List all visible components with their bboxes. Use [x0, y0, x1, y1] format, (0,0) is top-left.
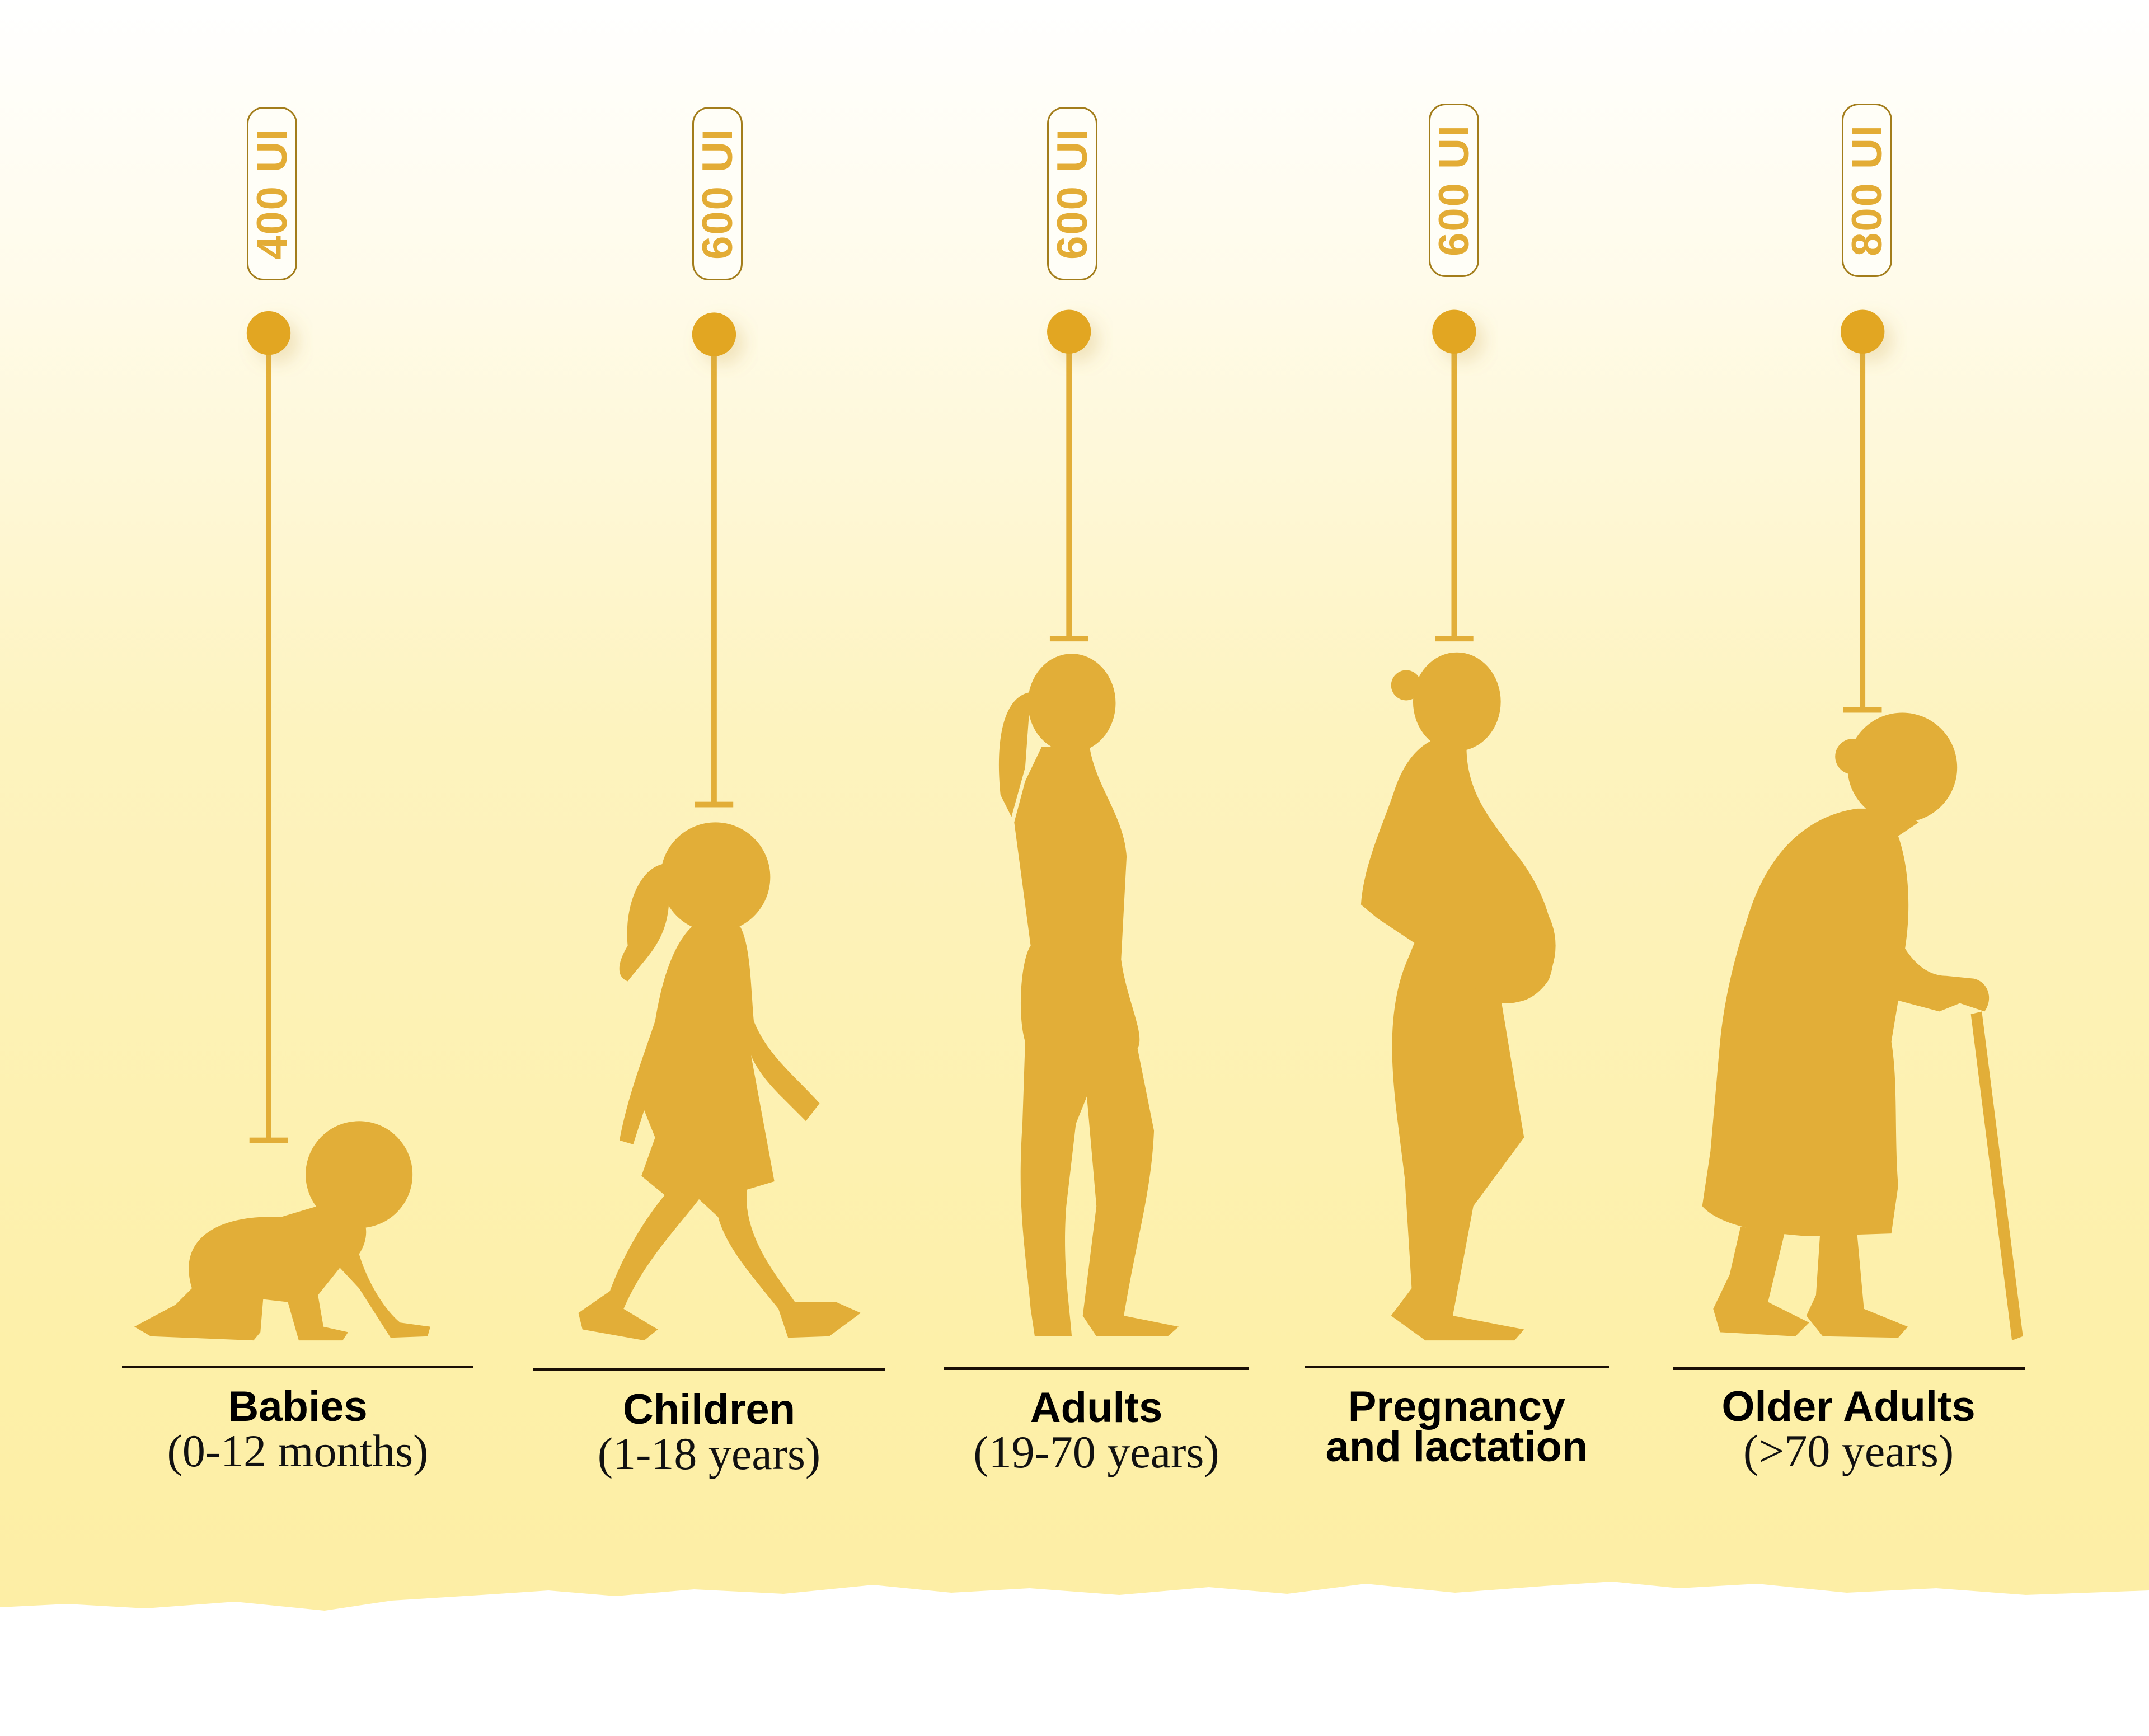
connector-adults [1047, 309, 1091, 642]
marker-dot [246, 311, 291, 355]
caption-babies: Babies (0-12 months) [102, 1383, 494, 1476]
dose-label-adults: 600 UI [1047, 107, 1097, 280]
standing-woman-icon [998, 654, 1179, 1336]
pregnant-woman-icon [1360, 652, 1556, 1341]
group-title: Babies [228, 1383, 368, 1430]
baseline-divider [1673, 1367, 2025, 1370]
group-title: Children [622, 1386, 796, 1433]
dose-value: 800 UI [1843, 124, 1891, 256]
baseline-divider [122, 1366, 473, 1368]
marker-dot [1047, 309, 1091, 354]
group-age-range: (>70 years) [1743, 1425, 1954, 1476]
group-title: Older Adults [1721, 1383, 1976, 1430]
group-age-range: (19-70 years) [973, 1427, 1219, 1477]
connector-babies [246, 311, 291, 1143]
dose-value: 600 UI [693, 128, 742, 260]
caption-adults: Adults (19-70 years) [900, 1384, 1292, 1477]
torn-paper-edge [0, 1582, 2149, 1736]
elderly-woman-with-cane-icon [1702, 712, 2023, 1341]
caption-pregnancy: Pregnancy and lactation [1261, 1383, 1653, 1471]
dose-value: 400 UI [248, 128, 296, 260]
group-age-range: (1-18 years) [597, 1428, 821, 1479]
marker-dot [1841, 309, 1885, 354]
dose-value: 600 UI [1430, 124, 1478, 256]
marker-dot [692, 312, 736, 356]
dose-label-older-adults: 800 UI [1842, 104, 1892, 277]
dose-value: 600 UI [1048, 128, 1096, 260]
baseline-divider [533, 1368, 885, 1371]
baseline-divider [1305, 1366, 1609, 1368]
connector-children [692, 312, 736, 808]
baseline-divider [944, 1367, 1249, 1370]
caption-children: Children (1-18 years) [513, 1386, 905, 1479]
crawling-baby-icon [134, 1121, 430, 1341]
marker-dot [1432, 309, 1476, 354]
group-age-range: (0-12 months) [167, 1425, 429, 1476]
caption-older-adults: Older Adults (>70 years) [1653, 1383, 2044, 1476]
group-title: Adults [1030, 1384, 1163, 1432]
dose-label-babies: 400 UI [247, 107, 297, 280]
group-title-line1: Pregnancy [1348, 1383, 1566, 1430]
connector-pregnancy [1432, 309, 1476, 642]
dose-label-children: 600 UI [692, 107, 743, 280]
walking-girl-icon [578, 822, 861, 1341]
connector-older-adults [1841, 309, 1885, 713]
group-title-line2: and lactation [1325, 1423, 1588, 1471]
dose-label-pregnancy: 600 UI [1429, 104, 1479, 277]
